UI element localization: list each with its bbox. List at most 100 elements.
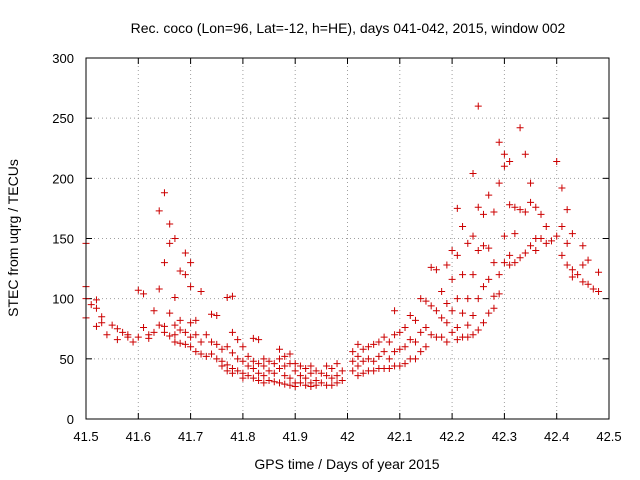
data-point <box>92 296 100 304</box>
data-point <box>213 340 221 348</box>
data-point <box>150 328 158 336</box>
data-point <box>249 357 257 365</box>
data-point <box>187 283 195 291</box>
data-point <box>192 316 200 324</box>
data-point <box>296 372 304 380</box>
data-point <box>542 222 550 230</box>
data-point <box>448 307 456 315</box>
data-point <box>584 280 592 288</box>
chart-title: Rec. coco (Lon=96, Lat=-12, h=HE), days … <box>131 20 566 36</box>
data-point <box>516 206 524 214</box>
data-point <box>286 350 294 358</box>
data-point <box>323 372 331 380</box>
data-point <box>547 237 555 245</box>
data-point <box>474 203 482 211</box>
data-point <box>160 328 168 336</box>
y-tick-label: 0 <box>67 412 74 427</box>
data-point <box>359 369 367 377</box>
data-point <box>223 293 231 301</box>
data-point <box>563 261 571 269</box>
data-point <box>469 170 477 178</box>
data-point <box>511 259 519 267</box>
data-point <box>244 372 252 380</box>
data-point <box>155 207 163 215</box>
data-point <box>192 348 200 356</box>
data-point <box>500 259 508 267</box>
data-point <box>187 319 195 327</box>
data-point <box>349 357 357 365</box>
x-tick-label: 42.2 <box>439 429 464 444</box>
data-point <box>98 319 106 327</box>
data-point <box>176 267 184 275</box>
data-point <box>228 349 236 357</box>
data-point <box>401 343 409 351</box>
data-point <box>443 261 451 269</box>
data-point <box>495 138 503 146</box>
data-point <box>296 362 304 370</box>
data-point <box>459 309 467 317</box>
data-point <box>521 150 529 158</box>
data-point <box>276 379 284 387</box>
data-point <box>485 191 493 199</box>
data-point <box>187 259 195 267</box>
data-point <box>134 333 142 341</box>
data-point <box>208 310 216 318</box>
data-point <box>307 369 315 377</box>
data-point <box>286 374 294 382</box>
data-point <box>87 301 95 309</box>
data-point <box>474 326 482 334</box>
axis-ticks: 41.5 41.6 41.7 41.8 41.9 42 42.1 42.2 42.3 42.4 42… <box>52 51 621 444</box>
x-tick-label: 41.8 <box>230 429 255 444</box>
data-point <box>176 339 184 347</box>
data-point <box>574 271 582 279</box>
data-point <box>202 331 210 339</box>
data-point <box>422 297 430 305</box>
data-point <box>197 338 205 346</box>
data-point <box>537 235 545 242</box>
data-point <box>511 203 519 211</box>
data-point <box>354 352 362 360</box>
data-point <box>228 369 236 377</box>
data-point <box>443 299 451 307</box>
data-point <box>249 334 257 342</box>
data-point <box>312 381 320 389</box>
data-point <box>438 287 446 295</box>
data-point <box>208 338 216 346</box>
data-point <box>239 357 247 365</box>
data-point <box>490 304 498 312</box>
data-point <box>500 150 508 158</box>
data-point <box>459 271 467 279</box>
data-point <box>438 314 446 322</box>
data-point <box>370 367 378 375</box>
data-point <box>291 383 299 391</box>
data-point <box>197 350 205 358</box>
data-point <box>427 302 435 310</box>
data-point <box>469 232 477 240</box>
y-tick-label: 150 <box>52 232 74 247</box>
data-point <box>506 261 514 269</box>
data-point <box>281 372 289 380</box>
data-point <box>558 222 566 230</box>
x-tick-label: 41.9 <box>283 429 308 444</box>
data-point <box>427 331 435 339</box>
data-point <box>92 322 100 330</box>
data-point <box>453 204 461 212</box>
data-point <box>391 331 399 339</box>
data-point <box>171 235 179 242</box>
data-point <box>443 319 451 327</box>
data-point <box>302 364 310 372</box>
data-point <box>448 247 456 255</box>
data-point <box>328 364 336 372</box>
data-point <box>432 307 440 315</box>
data-point <box>234 367 242 375</box>
data-point <box>338 376 346 384</box>
data-point <box>579 242 587 250</box>
y-tick-label: 200 <box>52 171 74 186</box>
data-point <box>422 343 430 351</box>
data-point <box>249 374 257 382</box>
data-point <box>464 239 472 247</box>
data-point <box>364 343 372 351</box>
data-point <box>490 208 498 216</box>
data-point <box>474 295 482 303</box>
data-point <box>317 379 325 387</box>
